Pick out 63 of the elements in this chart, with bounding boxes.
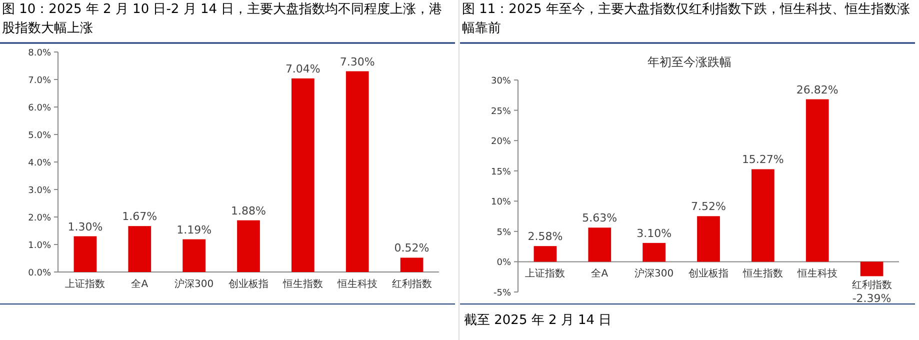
y-tick-label: 7.0% <box>28 76 52 86</box>
text: 截至 2025 年 2 月 14 日 <box>464 313 612 328</box>
data-label: 1.67% <box>122 210 158 224</box>
data-label: 0.52% <box>394 242 430 255</box>
y-tick-label: 4.0% <box>28 158 52 168</box>
y-tick-label: 30% <box>490 76 512 86</box>
data-label: 7.52% <box>691 200 726 214</box>
y-tick-label: 1.0% <box>28 241 52 251</box>
chart-subtitle: 年初至今涨跌幅 <box>648 55 732 69</box>
data-label: 26.82% <box>796 83 838 96</box>
data-label: 5.63% <box>582 212 618 225</box>
bar <box>346 71 369 272</box>
y-tick-label: 0.0% <box>28 268 52 278</box>
bar <box>697 216 720 262</box>
bar <box>128 226 152 272</box>
chart-title: 图 11：2025 年至今，主要大盘指数仅红利指数下跌，恒生科技、恒生指数涨幅靠前 <box>462 1 911 38</box>
x-tick-label: 沪深300 <box>174 278 214 290</box>
data-label: 7.04% <box>285 62 320 76</box>
data-label: 3.10% <box>636 226 672 240</box>
x-tick-label: 全A <box>591 268 608 280</box>
data-label: 15.27% <box>742 153 784 166</box>
bar <box>860 262 884 276</box>
bar <box>292 78 314 272</box>
chart-title: 图 10：2025 年 2 月 10 日-2 月 14 日，主要大盘指数均不同程度上涨，港股指数大幅上涨 <box>2 1 444 38</box>
y-tick-label: 25% <box>490 106 512 117</box>
y-tick-label: 20% <box>490 137 512 148</box>
y-tick-label: 0% <box>496 258 512 268</box>
x-tick-label: 全A <box>131 278 148 290</box>
bar <box>534 246 557 262</box>
bar <box>806 99 829 262</box>
bar <box>588 228 612 262</box>
data-label: 2.58% <box>528 230 563 244</box>
y-tick-label: 5% <box>496 228 512 238</box>
x-tick-label: 上证指数 <box>525 268 566 280</box>
x-tick-label: 恒生科技 <box>796 268 838 280</box>
bar <box>237 220 260 272</box>
x-tick-label: 恒生指数 <box>282 278 323 290</box>
data-label: 1.30% <box>68 220 103 234</box>
x-tick-label: 红利指数 <box>392 278 432 290</box>
data-label: 1.88% <box>231 204 266 218</box>
x-tick-label: 创业板指 <box>688 268 728 280</box>
bar <box>400 258 424 272</box>
bar <box>74 236 97 272</box>
bar <box>182 239 206 272</box>
data-label: -2.39% <box>852 292 892 306</box>
y-tick-label: -5% <box>493 288 512 298</box>
x-tick-label: 沪深300 <box>634 268 674 280</box>
data-label: 1.19% <box>176 223 212 236</box>
x-tick-label: 上证指数 <box>65 278 106 290</box>
x-tick-label: 红利指数 <box>852 279 892 292</box>
y-tick-label: 15% <box>490 167 512 178</box>
y-tick-label: 3.0% <box>28 186 52 196</box>
y-tick-label: 8.0% <box>28 48 52 58</box>
data-label: 7.30% <box>340 55 375 68</box>
y-tick-label: 6.0% <box>28 104 52 114</box>
bar <box>752 169 774 262</box>
y-tick-label: 2.0% <box>28 214 52 224</box>
y-tick-label: 10% <box>490 198 512 208</box>
x-tick-label: 恒生指数 <box>742 268 783 280</box>
y-tick-label: 5.0% <box>28 131 52 141</box>
x-tick-label: 创业板指 <box>228 278 268 290</box>
bar <box>642 242 666 262</box>
x-tick-label: 恒生科技 <box>336 278 378 290</box>
